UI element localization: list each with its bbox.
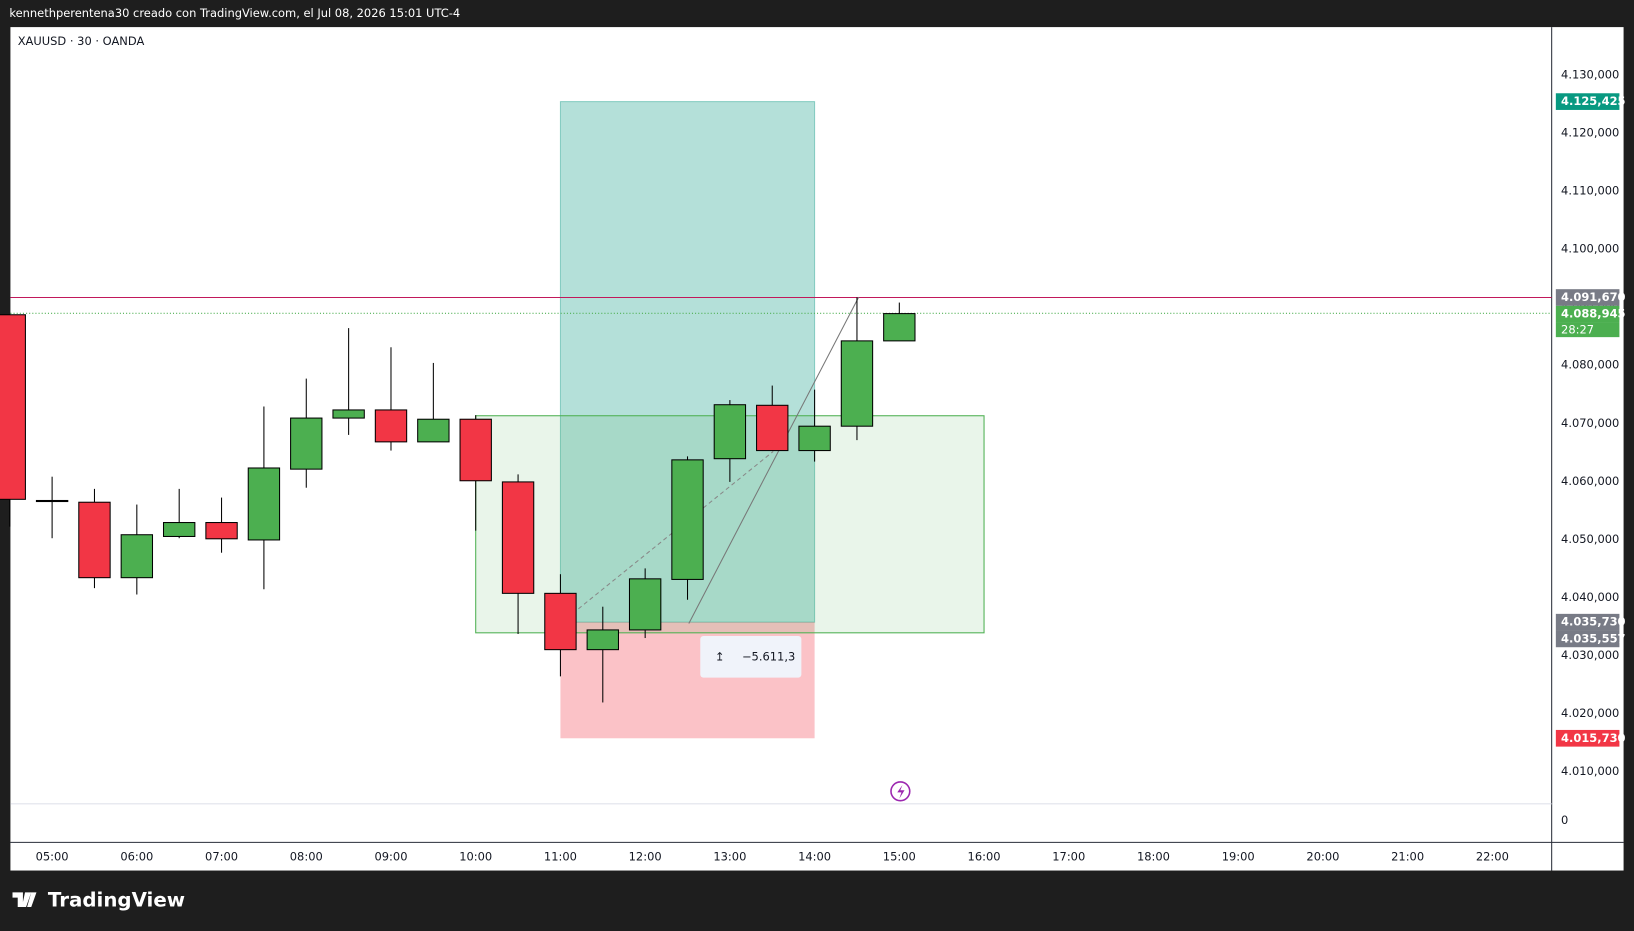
candle-body — [798, 425, 831, 452]
x-tick-label: 05:00 — [36, 849, 69, 863]
y-tick-label: 4.100,000 — [1561, 242, 1619, 256]
candle-body — [883, 313, 916, 342]
candle-body — [756, 404, 789, 452]
y-tick-label: 4.130,000 — [1561, 68, 1619, 82]
symbol: XAUUSD · 30 · OANDA — [18, 34, 145, 48]
y-tick-label: 4.030,000 — [1561, 648, 1619, 662]
candle-body — [417, 418, 450, 443]
price-label: 4.088,945 — [1561, 307, 1626, 321]
price-label: 4.015,730 — [1561, 731, 1626, 745]
price-label-box — [1555, 729, 1620, 747]
measure-box — [700, 635, 802, 678]
logo: TradingView — [12, 888, 185, 911]
x-tick-label: 20:00 — [1306, 849, 1339, 863]
x-tick-label: 07:00 — [205, 849, 238, 863]
price-label-box — [1555, 93, 1620, 110]
y-tick-label: 4.040,000 — [1561, 590, 1619, 604]
countdown-box — [1555, 322, 1620, 338]
candles — [0, 297, 916, 703]
price-label-box — [1555, 613, 1620, 631]
measure-label: −5.611,3 — [742, 649, 795, 663]
price-label: 4.091,670 — [1561, 290, 1626, 304]
measure-icon: ↥ — [715, 649, 725, 663]
x-tick-label: 06:00 — [120, 849, 153, 863]
candle-body — [586, 629, 619, 651]
alert-icon[interactable] — [890, 781, 911, 802]
candle-body — [501, 481, 535, 594]
price-label: 4.125,425 — [1561, 94, 1626, 108]
x-tick-label: 16:00 — [968, 849, 1001, 863]
candle-body — [205, 522, 238, 540]
candle-body — [628, 578, 662, 631]
x-tick-label: 12:00 — [629, 849, 662, 863]
candle-body — [459, 418, 492, 482]
price-label-box — [1555, 630, 1620, 648]
y-tick-label: 4.110,000 — [1561, 184, 1619, 198]
countdown: 28:27 — [1561, 322, 1594, 336]
candle-body — [162, 522, 196, 537]
candle-body — [332, 409, 365, 419]
logo-mark — [12, 892, 37, 908]
price-label: 4.035,557 — [1561, 631, 1626, 645]
x-tick-label: 13:00 — [713, 849, 746, 863]
x-tick-label: 11:00 — [544, 849, 577, 863]
alert-bolt — [897, 785, 905, 799]
x-tick-label: 22:00 — [1476, 849, 1509, 863]
y-tick-label: 4.070,000 — [1561, 416, 1619, 430]
price-label: 4.035,730 — [1561, 615, 1626, 629]
candle-body — [544, 592, 577, 651]
candle-body — [713, 404, 747, 460]
candle-body — [247, 467, 281, 541]
y-tick-label: 4.060,000 — [1561, 474, 1619, 488]
pane-label: 0 — [1561, 813, 1568, 827]
candle-body — [35, 499, 69, 503]
y-tick-label: 4.010,000 — [1561, 764, 1619, 778]
x-tick-label: 18:00 — [1137, 849, 1170, 863]
y-tick-label: 4.020,000 — [1561, 706, 1619, 720]
brand: TradingView — [48, 888, 185, 911]
x-tick-label: 10:00 — [459, 849, 492, 863]
candle-body — [671, 459, 704, 580]
y-tick-label: 4.080,000 — [1561, 358, 1619, 372]
price-label-box — [1555, 289, 1620, 306]
candle-body — [290, 417, 323, 470]
x-tick-label: 14:00 — [798, 849, 831, 863]
x-tick-label: 08:00 — [290, 849, 323, 863]
x-tick-label: 19:00 — [1222, 849, 1255, 863]
header: kennethperentena30 creado con TradingVie… — [9, 6, 460, 20]
candle-body — [78, 501, 111, 579]
x-tick-label: 15:00 — [883, 849, 916, 863]
x-tick-label: 21:00 — [1391, 849, 1424, 863]
trend-line — [688, 296, 860, 624]
candle-body — [840, 340, 874, 427]
x-tick-label: 17:00 — [1052, 849, 1085, 863]
candle-body — [0, 314, 26, 500]
candle-body — [374, 409, 408, 443]
price-label-box — [1555, 305, 1620, 323]
candle-body — [120, 534, 154, 579]
y-tick-label: 4.050,000 — [1561, 532, 1619, 546]
x-tick-label: 09:00 — [374, 849, 407, 863]
y-tick-label: 4.120,000 — [1561, 126, 1619, 140]
